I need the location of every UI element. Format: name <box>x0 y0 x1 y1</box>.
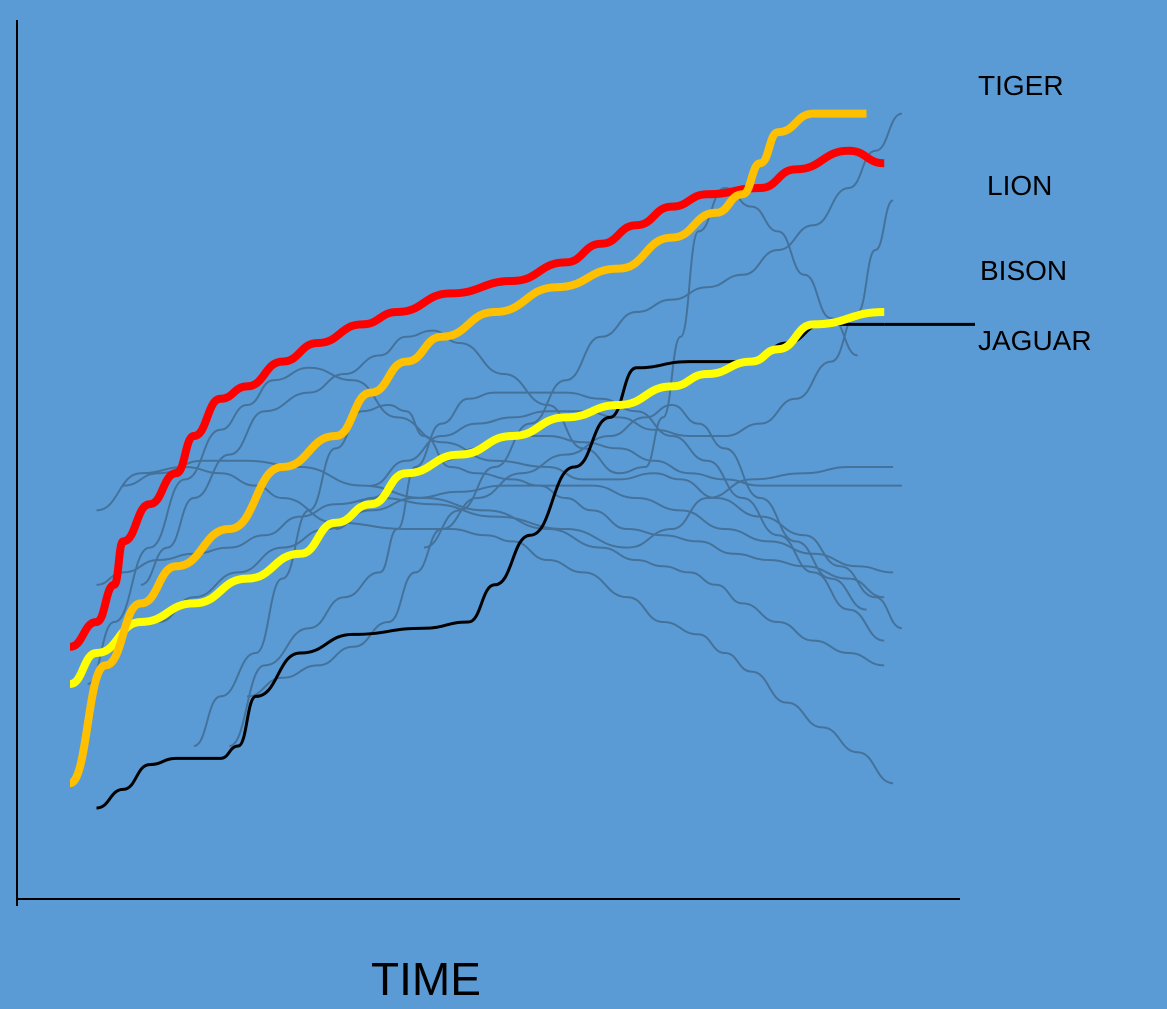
series-label-lion: LION <box>987 170 1052 201</box>
series-line-jaguar <box>68 308 885 688</box>
background-series-line-9 <box>335 435 902 530</box>
series-line-lion <box>69 146 885 651</box>
highlighted-series-group <box>68 109 975 810</box>
series-label-tiger: TIGER <box>978 70 1064 101</box>
x-axis-title: TIME <box>371 953 481 1005</box>
series-label-bison: BISON <box>980 255 1067 286</box>
background-series-line-5 <box>193 403 885 747</box>
series-labels-group: BISON JAGUAR LION TIGER <box>978 70 1092 356</box>
background-series-line-10 <box>370 199 894 487</box>
series-line-tiger <box>68 109 867 788</box>
series-label-jaguar: JAGUAR <box>978 325 1092 356</box>
background-series-line-8 <box>158 484 894 623</box>
background-series-line-11 <box>423 112 903 549</box>
background-series-group <box>87 112 903 785</box>
background-series-line-6 <box>228 391 885 747</box>
background-series-line-1 <box>96 465 894 785</box>
background-series-line-12 <box>123 459 885 667</box>
background-series-line-7 <box>246 403 867 698</box>
